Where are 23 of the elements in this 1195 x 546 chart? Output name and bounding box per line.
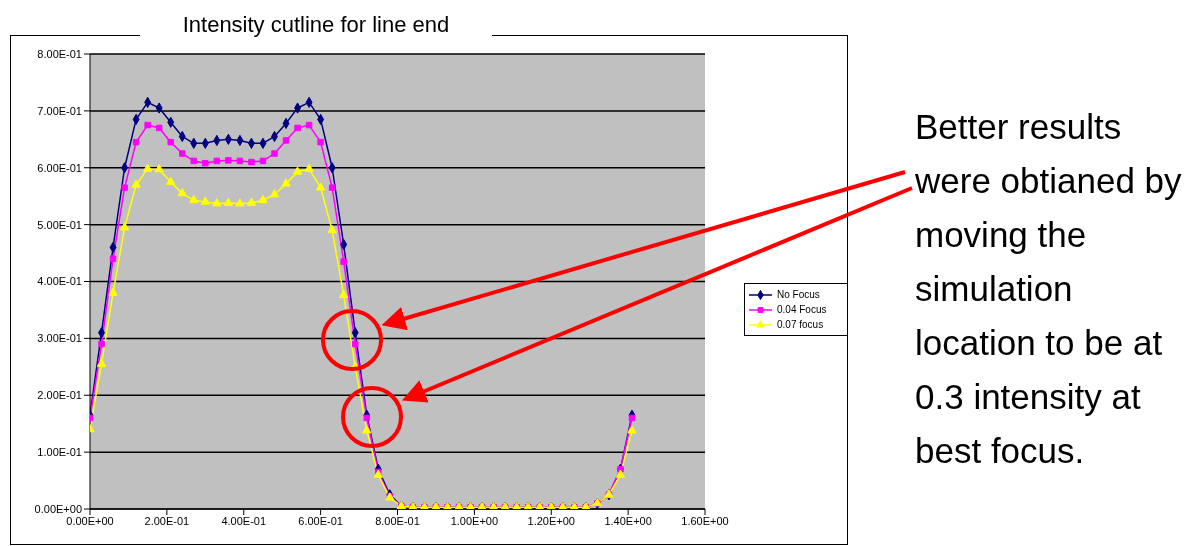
x-tick-label: 8.00E-01 bbox=[375, 514, 420, 527]
chart-title: Intensity cutline for line end bbox=[140, 12, 492, 38]
x-tick-label: 1.00E+00 bbox=[450, 514, 499, 527]
x-tick-label: 0.00E+00 bbox=[66, 514, 114, 527]
x-tick-label: 1.60E+00 bbox=[681, 514, 729, 527]
y-tick-label: 8.00E-01 bbox=[37, 47, 82, 60]
legend-label: No Focus bbox=[777, 289, 820, 300]
legend-label: 0.04 Focus bbox=[777, 304, 827, 315]
y-tick-label: 2.00E-01 bbox=[37, 389, 82, 402]
y-tick-label: 3.00E-01 bbox=[37, 332, 82, 345]
x-tick-label: 6.00E-01 bbox=[298, 514, 343, 527]
y-tick-label: 5.00E-01 bbox=[37, 218, 82, 231]
y-tick-label: 0.00E+00 bbox=[34, 502, 82, 515]
y-tick-label: 4.00E-01 bbox=[37, 275, 82, 288]
x-tick-label: 2.00E-01 bbox=[144, 514, 190, 527]
x-tick-label: 4.00E-01 bbox=[221, 514, 267, 527]
y-tick-label: 1.00E-01 bbox=[37, 446, 82, 459]
y-tick-label: 7.00E-01 bbox=[37, 104, 82, 117]
y-tick-label: 6.00E-01 bbox=[37, 161, 82, 174]
x-tick-label: 1.20E+00 bbox=[527, 514, 575, 527]
legend-label: 0.07 focus bbox=[777, 319, 824, 330]
text: Better results were obtianed by moving the simulation location to be at 0.3 intensity at best focus. bbox=[915, 106, 1183, 472]
x-tick-label: 1.40E+00 bbox=[604, 514, 652, 527]
